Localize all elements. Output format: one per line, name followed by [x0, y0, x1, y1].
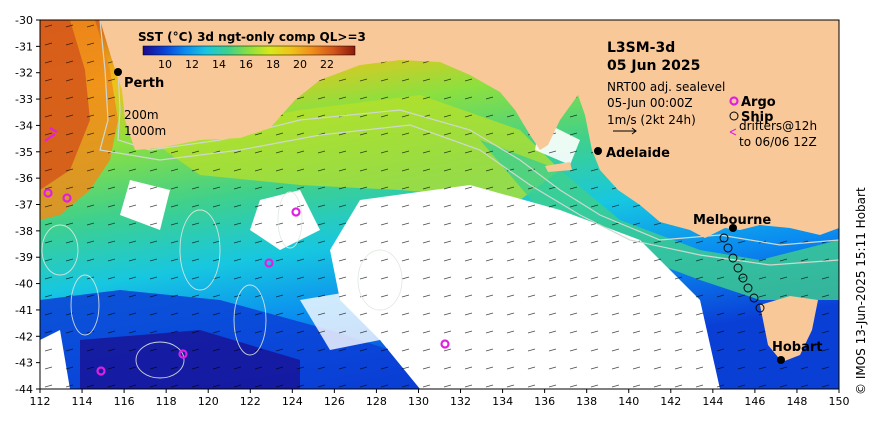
- colorbar-tick-label: 16: [239, 58, 253, 71]
- kangaroo-island: [545, 162, 572, 172]
- x-tick-label: 136: [534, 395, 555, 408]
- contour-label-1000m: 1000m: [124, 124, 166, 138]
- x-tick-label: 122: [240, 395, 261, 408]
- x-tick-label: 140: [618, 395, 639, 408]
- y-tick-label: -37: [15, 199, 33, 212]
- time-label: 05-Jun 00:00Z: [607, 96, 693, 110]
- x-tick-label: 138: [576, 395, 597, 408]
- colorbar-tick-label: 22: [320, 58, 334, 71]
- drifter-tracks: [44, 127, 58, 142]
- x-tick-label: 128: [366, 395, 387, 408]
- ship-legend-icon: [729, 111, 739, 121]
- x-tick-label: 120: [198, 395, 219, 408]
- argo-legend-icon: [729, 96, 739, 106]
- x-tick-label: 134: [492, 395, 513, 408]
- colorbar-tick-label: 14: [212, 58, 226, 71]
- drifter-legend-icon: [729, 128, 737, 136]
- bathymetry-contours: [99, 20, 839, 266]
- legend-ship: Ship: [741, 110, 773, 125]
- colorbar-tick-label: 20: [293, 58, 307, 71]
- argo-floats: [43, 188, 450, 376]
- y-tick-label: -33: [15, 93, 33, 106]
- x-tick-label: 132: [450, 395, 471, 408]
- city-adelaide: Adelaide: [606, 146, 670, 161]
- y-tick-label: -39: [15, 251, 33, 264]
- y-tick-label: -44: [15, 383, 33, 396]
- x-tick-label: 126: [324, 395, 345, 408]
- y-tick-label: -34: [15, 119, 33, 132]
- vector-scale-arrow: [613, 127, 637, 135]
- ship-track: [719, 233, 765, 313]
- product-title: L3SM-3d: [607, 40, 675, 56]
- city-hobart: Hobart: [772, 340, 823, 355]
- x-tick-label: 148: [786, 395, 807, 408]
- melbourne-marker: [729, 224, 737, 232]
- colorbar-title: SST (°C) 3d ngt-only comp QL>=3: [138, 30, 366, 44]
- colorbar-gradient: [142, 45, 356, 56]
- map-date: 05 Jun 2025: [607, 58, 700, 74]
- x-tick-label: 124: [282, 395, 303, 408]
- hobart-marker: [777, 356, 785, 364]
- y-tick-label: -30: [15, 14, 33, 27]
- y-tick-label: -36: [15, 172, 33, 185]
- x-tick-label: 116: [114, 395, 135, 408]
- x-tick-label: 130: [408, 395, 429, 408]
- y-tick-label: -35: [15, 146, 33, 159]
- colorbar-tick-label: 10: [158, 58, 172, 71]
- australia-landmass: [40, 20, 839, 238]
- y-tick-label: -40: [15, 278, 33, 291]
- x-tick-label: 114: [72, 395, 93, 408]
- sea-level-contours: [41, 191, 403, 379]
- y-tick-label: -42: [15, 330, 33, 343]
- perth-marker: [114, 68, 122, 76]
- tasmania: [760, 296, 818, 362]
- y-tick-label: -32: [15, 67, 33, 80]
- x-tick-label: 150: [829, 395, 850, 408]
- y-tick-label: -38: [15, 225, 33, 238]
- x-tick-label: 146: [744, 395, 765, 408]
- legend-drifters-1: drifters@12h: [739, 119, 817, 133]
- credit-text: © IMOS 13-Jun-2025 15:11 Hobart: [854, 187, 868, 395]
- x-tick-label: 112: [30, 395, 51, 408]
- adelaide-marker: [594, 147, 602, 155]
- x-tick-label: 118: [156, 395, 177, 408]
- sealevel-label: NRT00 adj. sealevel: [607, 80, 725, 94]
- y-tick-label: -43: [15, 357, 33, 370]
- colorbar-tick-label: 18: [266, 58, 280, 71]
- y-tick-label: -41: [15, 304, 33, 317]
- colorbar: SST (°C) 3d ngt-only comp QL>=3 10 12 14 16…: [138, 30, 366, 71]
- x-tick-label: 142: [660, 395, 681, 408]
- y-axis: -30 -31 -32 -33 -34 -35 -36 -37 -38 -39 -40 -41 -42 -…: [15, 14, 40, 396]
- legend-drifters-2: to 06/06 12Z: [739, 135, 817, 149]
- city-melbourne: Melbourne: [693, 213, 771, 228]
- vector-scale-label: 1m/s (2kt 24h): [607, 113, 696, 127]
- y-tick-label: -31: [15, 40, 33, 53]
- cities: Perth Adelaide Melbourne Hobart: [114, 68, 823, 364]
- legend-argo: Argo: [741, 95, 776, 110]
- x-tick-label: 144: [702, 395, 723, 408]
- city-perth: Perth: [124, 76, 164, 91]
- x-axis: 112 114 116 118 120 122 124 126 128 130 132 134 136 1…: [30, 389, 850, 408]
- contour-label-200m: 200m: [124, 108, 159, 122]
- colorbar-tick-label: 12: [185, 58, 199, 71]
